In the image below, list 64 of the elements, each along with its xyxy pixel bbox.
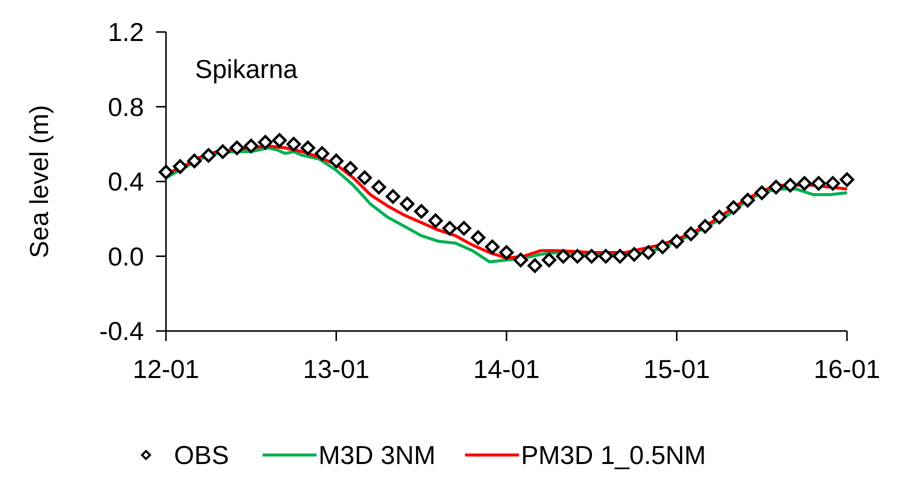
point <box>698 219 712 234</box>
point <box>670 234 684 249</box>
point <box>754 185 770 200</box>
point <box>372 180 386 194</box>
point <box>783 178 798 192</box>
point <box>768 180 784 194</box>
point <box>329 154 344 168</box>
point <box>641 245 656 260</box>
point <box>740 192 755 208</box>
point <box>357 170 372 186</box>
y-axis-title: Sea level (m) <box>24 104 54 258</box>
y-tick-label: 0.0 <box>108 241 144 272</box>
point <box>244 138 258 154</box>
x-tick-label: 16-01 <box>814 354 880 384</box>
x-tick-label: 14-01 <box>473 354 540 384</box>
point <box>797 176 812 191</box>
legend-label: PM3D 1_0.5NM <box>521 440 706 470</box>
point <box>470 230 486 245</box>
point <box>584 249 599 264</box>
point <box>201 148 216 163</box>
point <box>612 249 628 264</box>
point <box>811 176 826 191</box>
legend-label: M3D 3NM <box>318 440 436 470</box>
point <box>528 258 542 273</box>
point <box>485 240 500 254</box>
point <box>314 146 330 161</box>
point <box>570 249 585 264</box>
point <box>230 140 244 156</box>
point <box>442 220 457 236</box>
point <box>414 204 429 219</box>
point <box>840 172 854 187</box>
point <box>826 176 840 191</box>
point <box>542 252 556 268</box>
point <box>187 154 202 168</box>
point <box>343 161 358 176</box>
point <box>172 159 188 174</box>
y-tick-label: -0.4 <box>99 316 144 346</box>
point <box>556 249 570 264</box>
point <box>499 245 514 260</box>
y-tick-label: 0.4 <box>108 166 144 196</box>
point <box>272 133 287 148</box>
y-tick-label: 1.2 <box>108 17 144 47</box>
y-tick-label: 0.8 <box>108 92 144 122</box>
point <box>386 189 400 204</box>
point <box>684 226 698 242</box>
legend-label: OBS <box>174 440 229 470</box>
x-tick-label: 15-01 <box>644 354 710 384</box>
point <box>598 249 614 264</box>
point <box>216 144 230 159</box>
x-tick-label: 12-01 <box>132 354 200 384</box>
point <box>513 252 528 268</box>
point <box>258 135 273 150</box>
point <box>158 164 174 180</box>
point <box>428 213 443 228</box>
point <box>456 220 472 236</box>
text: Spikarna <box>195 54 298 84</box>
point <box>300 140 316 156</box>
x-tick-label: 13-01 <box>303 354 370 384</box>
point <box>712 210 727 224</box>
point <box>655 240 670 254</box>
point <box>400 196 414 212</box>
point <box>286 136 301 152</box>
point <box>726 200 741 215</box>
point <box>626 247 642 262</box>
